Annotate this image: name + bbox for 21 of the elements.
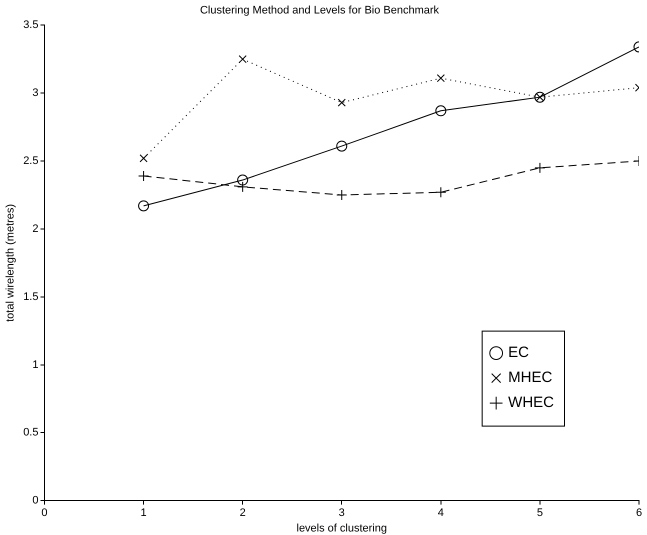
y-tick-label: 3.5 bbox=[23, 19, 38, 32]
x-axis-title: levels of clustering bbox=[296, 522, 387, 534]
legend-label: WHEC bbox=[508, 394, 554, 412]
x-tick-label: 2 bbox=[240, 507, 246, 520]
x-tick-label: 5 bbox=[536, 507, 543, 520]
x-tick-label: 6 bbox=[636, 507, 642, 520]
y-tick-label: 0.5 bbox=[23, 426, 38, 439]
chart-title: Clustering Method and Levels for Bio Benchmark bbox=[200, 4, 440, 17]
x-tick-label: 0 bbox=[41, 507, 48, 520]
legend-label: EC bbox=[508, 344, 530, 362]
y-tick-label: 2 bbox=[32, 222, 38, 235]
y-tick-label: 1 bbox=[32, 358, 38, 371]
y-tick-label: 0 bbox=[32, 494, 38, 507]
y-tick-label: 3 bbox=[32, 87, 38, 100]
legend-label: MHEC bbox=[508, 369, 553, 386]
x-tick-label: 1 bbox=[140, 507, 147, 520]
y-tick-label: 2.5 bbox=[23, 155, 38, 168]
x-tick-label: 3 bbox=[338, 507, 345, 520]
x-tick-label: 4 bbox=[438, 507, 444, 520]
y-axis-title: total wirelength (metres) bbox=[4, 204, 17, 322]
y-tick-label: 1.5 bbox=[23, 290, 38, 303]
